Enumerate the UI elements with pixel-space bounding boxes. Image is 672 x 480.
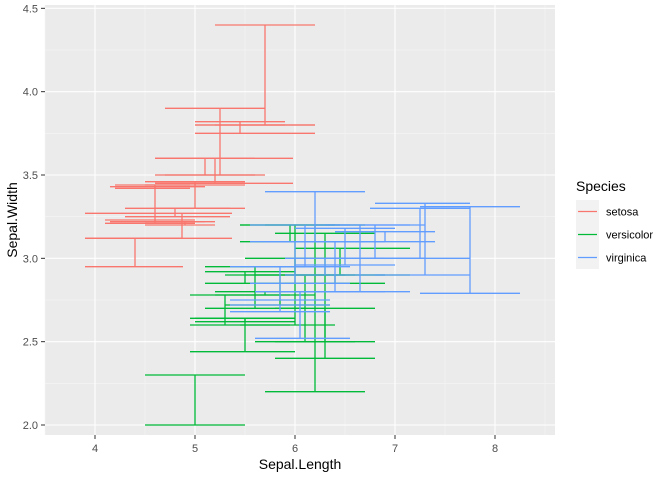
legend-item-virginica: virginica: [576, 246, 647, 269]
errorbar: [85, 237, 183, 268]
series-setosa: [85, 24, 315, 268]
legend-label: setosa: [606, 207, 639, 219]
errorbar-marks: [85, 24, 520, 426]
y-tick-label: 3.0: [23, 253, 38, 265]
x-tick-label: 8: [492, 443, 498, 455]
y-tick-label: 2.5: [23, 337, 38, 349]
errorbar: [335, 231, 435, 243]
errorbar: [420, 206, 520, 294]
errorbar: [195, 317, 295, 323]
errorbar: [285, 257, 385, 276]
y-tick-label: 4.5: [23, 3, 38, 15]
errorbar: [105, 219, 195, 224]
legend-items: setosa versicolor virginica: [576, 200, 653, 269]
errorbar: [155, 157, 255, 176]
y-axis: 2.0 2.5 3.0 3.5 4.0 4.5: [23, 3, 45, 432]
errorbar: [230, 266, 330, 301]
y-tick-label: 4.0: [23, 87, 38, 99]
errorbar: [275, 307, 375, 343]
errorbar: [125, 207, 230, 218]
errorbar: [115, 184, 190, 189]
legend-label: versicolor: [606, 230, 653, 242]
errorbar: [375, 202, 470, 276]
errorbar: [145, 374, 245, 426]
legend: Species setosa versicolor virginica: [576, 178, 653, 269]
legend-title: Species: [576, 178, 626, 194]
y-axis-title: Sepal.Width: [4, 182, 20, 257]
x-axis-title: Sepal.Length: [259, 456, 342, 472]
x-tick-label: 6: [292, 443, 298, 455]
x-tick-label: 5: [192, 443, 198, 455]
errorbar: [230, 304, 330, 313]
errorbar: [195, 124, 315, 134]
x-axis: 4 5 6 7 8: [92, 435, 498, 455]
errorbar: [250, 241, 350, 284]
errorbar: [190, 294, 290, 326]
legend-label: virginica: [606, 253, 647, 265]
y-tick-label: 3.5: [23, 170, 38, 182]
x-tick-label: 7: [392, 443, 398, 455]
y-tick-label: 2.0: [23, 420, 38, 432]
series-virginica: [230, 191, 520, 339]
legend-item-versicolor: versicolor: [576, 223, 653, 246]
legend-item-setosa: setosa: [576, 200, 639, 223]
x-tick-label: 4: [92, 443, 98, 455]
